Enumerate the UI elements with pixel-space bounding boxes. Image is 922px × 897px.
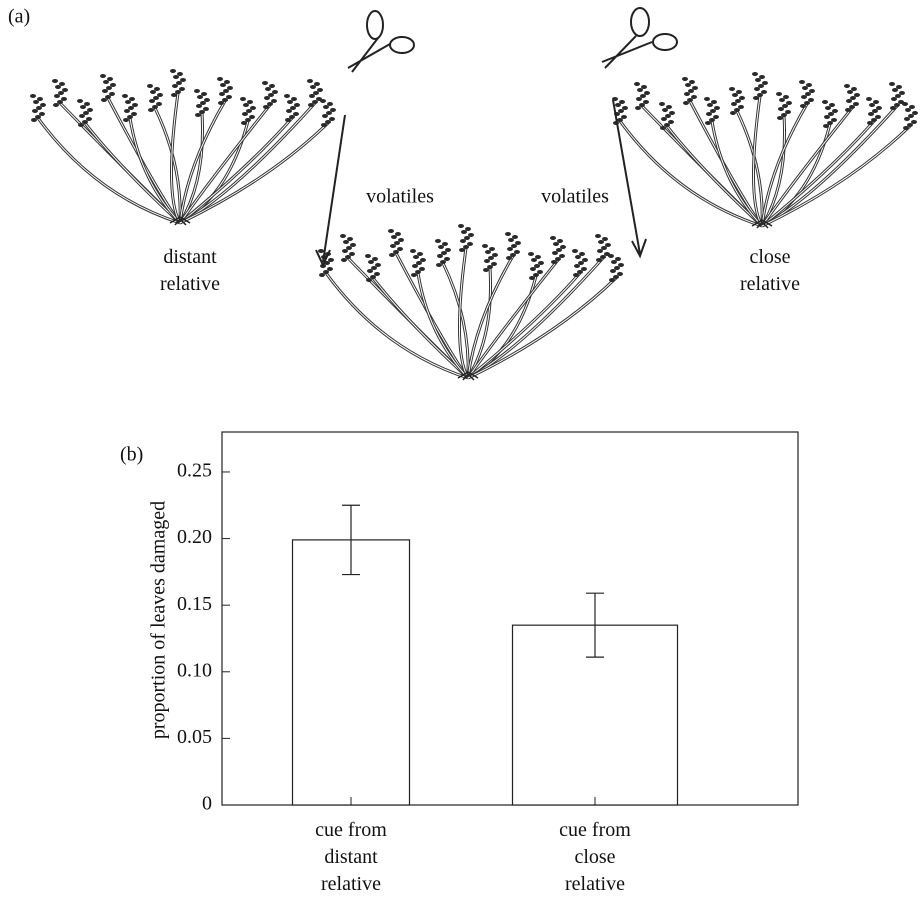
error-bar [586,592,604,658]
bar-chart: (b) proportion of leaves damaged 0 0.05 0.… [120,431,799,895]
x-tick-label: cue from close relative [559,819,631,895]
plant-center [316,222,626,382]
x-tick-label-box: cue from distant relative [315,819,387,895]
plant-distant [28,67,338,227]
y-tick-label: 0.15 [177,593,212,615]
arrows [315,99,647,268]
panel-label: (a) [8,6,30,28]
x-tick-label-box: cue from close relative [559,819,631,895]
arrow-label: volatiles [366,186,434,208]
y-tick-label: 0 [202,793,212,815]
plant-label-box: distant relative [160,246,220,295]
y-tick-label: 0.10 [177,659,212,681]
panel-label: (b) [120,444,143,466]
error-bar [342,504,360,576]
plant-close [610,70,920,230]
y-tick-label: 0.20 [177,526,212,548]
scissors [347,7,678,73]
y-axis-label: proportion of leaves damaged [148,501,170,739]
x-tick-label: cue from distant relative [315,819,387,895]
plant-label-box: close relative [740,246,800,295]
y-tick-label: 0.25 [177,460,212,482]
bar [291,539,411,806]
plot-frame [221,431,799,806]
plant-label: distant relative [160,246,220,295]
arrow-label: volatiles [541,186,609,208]
y-tick-label: 0.05 [177,726,212,748]
plant-label: close relative [740,246,800,295]
